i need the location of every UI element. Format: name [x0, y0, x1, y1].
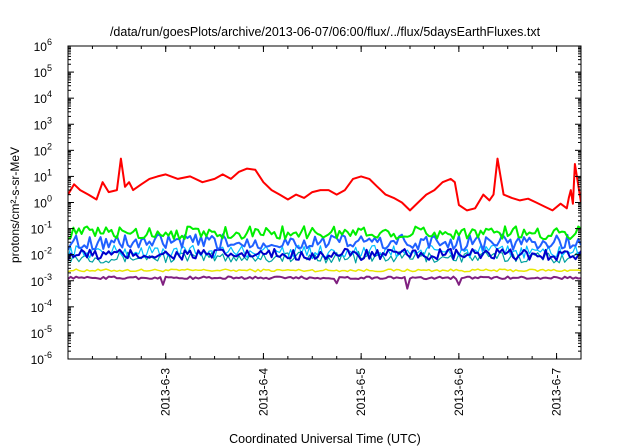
y-tick-label: 10-3: [31, 272, 52, 289]
y-tick-label: 102: [34, 141, 52, 158]
series-line-6: [68, 275, 581, 290]
chart-title: /data/run/goesPlots/archive/2013-06-07/0…: [110, 25, 541, 39]
y-tick-label: 105: [34, 63, 52, 80]
x-tick-label: 2013-6-3: [159, 368, 173, 416]
series-line-5: [68, 225, 581, 241]
y-tick-label: 106: [34, 37, 52, 54]
x-tick-label: 2013-6-4: [256, 368, 270, 416]
y-tick-label: 101: [34, 167, 52, 184]
series-line-0: [68, 268, 581, 273]
x-tick-label: 2013-6-5: [354, 368, 368, 416]
y-tick-label: 10-5: [31, 324, 52, 341]
y-tick-label: 10-6: [31, 350, 52, 367]
y-tick-label: 100: [34, 194, 52, 211]
series-line-3: [68, 247, 581, 262]
x-tick-label: 2013-6-6: [452, 368, 466, 416]
y-axis: 10-6 10-5 10-4 10-3 10-2 10-1 100 101 102 103 104 1…: [31, 37, 581, 367]
plot-frame: [67, 45, 582, 360]
y-axis-label: protons/cm²-s-sr-MeV: [8, 147, 22, 263]
y-tick-label: 104: [34, 89, 52, 106]
y-tick-label: 10-2: [31, 246, 52, 263]
y-tick-label: 103: [34, 115, 52, 132]
series-line-7: [68, 157, 581, 212]
x-axis: 2013-6-3 2013-6-4 2013-6-5 2013-6-6 2013-6-7: [67, 46, 582, 416]
x-tick-label: 2013-6-7: [550, 368, 564, 416]
y-tick-label: 10-4: [31, 298, 52, 315]
x-axis-label: Coordinated Universal Time (UTC): [229, 432, 421, 446]
series-line-4: [68, 233, 581, 251]
series-layer: [68, 157, 581, 290]
y-tick-label: 10-1: [31, 220, 52, 237]
